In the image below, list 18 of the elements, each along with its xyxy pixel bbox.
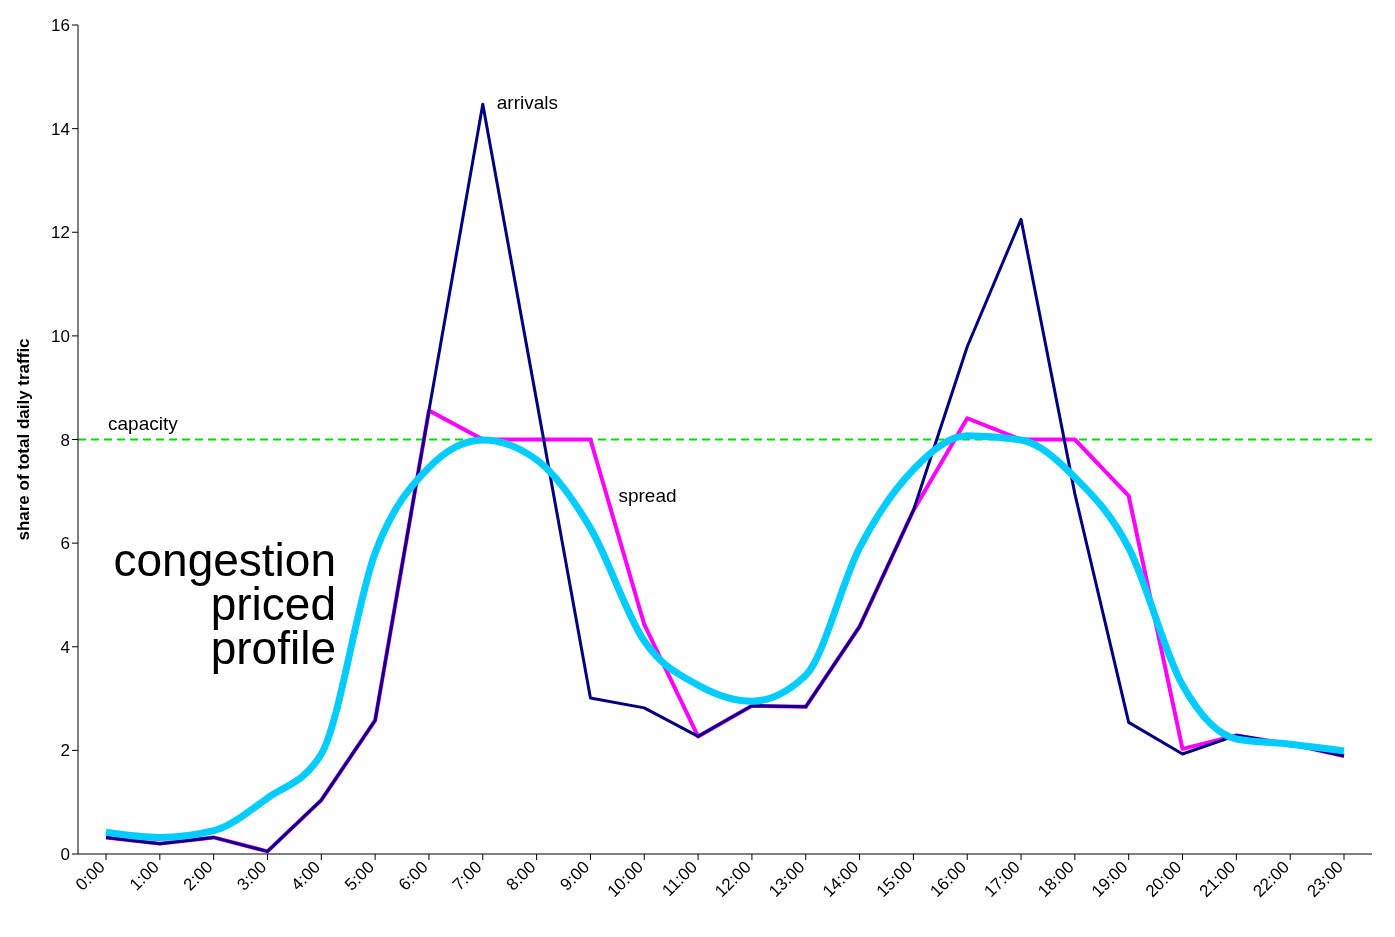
y-tick-label: 10 <box>51 326 70 346</box>
y-tick-label: 6 <box>60 534 70 554</box>
x-tick-label: 9:00 <box>556 857 594 895</box>
series-label: spread <box>618 484 677 506</box>
y-tick-label: 12 <box>51 223 70 243</box>
y-tick-label: 4 <box>60 637 70 657</box>
y-tick-label: 16 <box>51 16 70 36</box>
y-axis-title: share of total daily traffic <box>14 338 34 541</box>
x-tick-label: 7:00 <box>448 857 486 895</box>
y-tick-label: 8 <box>60 430 70 450</box>
x-tick-label: 4:00 <box>287 857 325 895</box>
y-tick-label: 14 <box>51 119 70 139</box>
series-label: congestion priced profile <box>112 534 336 674</box>
series-label: arrivals <box>496 92 559 114</box>
ref-line-label: capacity <box>108 412 179 434</box>
x-tick-label: 3:00 <box>233 857 271 895</box>
y-tick-label: 0 <box>60 845 70 865</box>
y-tick-label: 2 <box>60 741 70 761</box>
